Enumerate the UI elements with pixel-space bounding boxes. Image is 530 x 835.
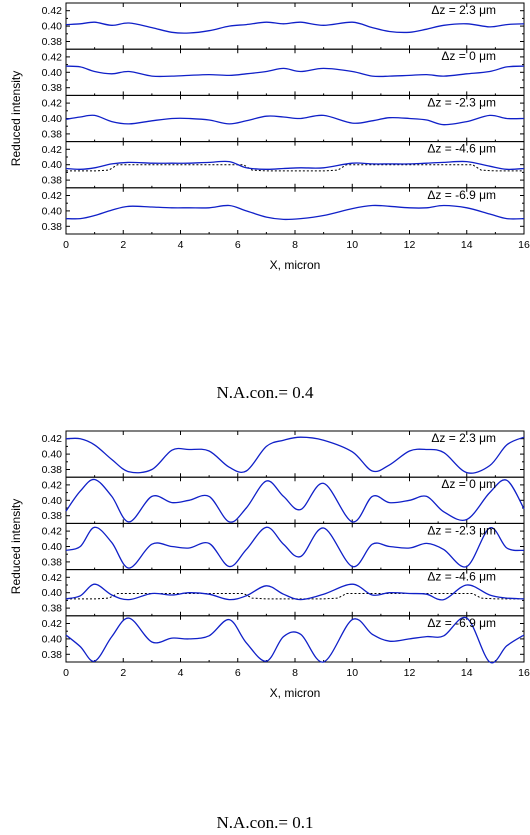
y-tick-label: 0.38 xyxy=(42,603,63,615)
x-tick-label: 12 xyxy=(404,667,416,679)
y-tick-label: 0.42 xyxy=(42,433,63,445)
panel-label: Δz = -4.6 μm xyxy=(427,570,496,584)
series-line xyxy=(65,478,525,523)
x-tick-label: 12 xyxy=(404,239,416,251)
series-line xyxy=(65,204,525,221)
chart-panel: 0.38 0.40 0.42 Δz = -2.3 μm xyxy=(42,522,525,571)
x-tick-label: 4 xyxy=(178,667,184,679)
figure-caption: N.A.con.= 0.4 xyxy=(217,383,314,402)
chart-panel: 0.38 0.40 0.42 Δz = -4.6 μm xyxy=(42,569,525,617)
x-axis-label: X, micron xyxy=(270,686,321,700)
y-tick-label: 0.40 xyxy=(42,495,63,507)
x-tick-label: 14 xyxy=(461,239,473,251)
series-line xyxy=(65,114,525,126)
panel-label: Δz = -4.6 μm xyxy=(427,142,496,156)
y-tick-label: 0.42 xyxy=(42,144,63,156)
x-axis-label: X, micron xyxy=(270,258,321,272)
y-tick-label: 0.38 xyxy=(42,464,63,476)
chart-panel: 0.38 0.40 0.42 Δz = 0 μm xyxy=(42,476,525,524)
reference-dashed-line xyxy=(66,593,524,600)
y-tick-label: 0.40 xyxy=(42,67,63,79)
panel-label: Δz = -6.9 μm xyxy=(427,188,496,202)
series-line xyxy=(65,160,525,171)
y-tick-label: 0.40 xyxy=(42,113,63,125)
panel-label: Δz = 0 μm xyxy=(441,49,496,63)
y-tick-label: 0.42 xyxy=(42,479,63,491)
y-tick-label: 0.42 xyxy=(42,51,63,63)
figure-caption: N.A.con.= 0.1 xyxy=(217,813,314,832)
y-tick-label: 0.42 xyxy=(42,526,63,538)
x-tick-label: 16 xyxy=(518,667,530,679)
chart-panel: 0.38 0.40 0.42 Δz = 2.3 μm xyxy=(42,430,525,478)
series-line xyxy=(65,616,525,664)
x-tick-label: 4 xyxy=(178,239,184,251)
x-tick-label: 8 xyxy=(292,667,298,679)
y-tick-label: 0.40 xyxy=(42,21,63,33)
y-tick-label: 0.38 xyxy=(42,82,63,94)
series-line xyxy=(65,65,525,78)
panel-label: Δz = -2.3 μm xyxy=(427,523,496,537)
panel-label: Δz = -2.3 μm xyxy=(427,95,496,109)
y-axis-label: Reduced intensity xyxy=(9,499,23,594)
chart-panel: 0.38 0.40 0.42 Δz = 2.3 μm xyxy=(42,2,525,50)
y-tick-label: 0.42 xyxy=(42,5,63,17)
x-tick-label: 0 xyxy=(63,239,69,251)
y-tick-label: 0.42 xyxy=(42,618,63,630)
x-tick-label: 14 xyxy=(461,667,473,679)
chart-0: 0.38 0.40 0.42 Δz = 2.3 μm 0.38 0.40 0.42 Δz = … xyxy=(9,2,530,402)
chart-panel: 0.38 0.40 0.42 Δz = -2.3 μm xyxy=(42,94,525,143)
x-tick-label: 10 xyxy=(346,239,358,251)
x-tick-label: 10 xyxy=(346,667,358,679)
y-tick-label: 0.40 xyxy=(42,587,63,599)
x-tick-label: 2 xyxy=(120,667,126,679)
y-tick-label: 0.42 xyxy=(42,98,63,110)
x-tick-label: 16 xyxy=(518,239,530,251)
y-tick-label: 0.38 xyxy=(42,36,63,48)
reference-dashed-line xyxy=(66,164,524,172)
series-line xyxy=(65,526,525,569)
y-tick-label: 0.40 xyxy=(42,159,63,171)
chart-panel: 0.38 0.40 0.42 Δz = -4.6 μm xyxy=(42,141,525,189)
chart-panel: 0.38 0.40 0.42 Δz = -6.9 μm xyxy=(42,187,525,235)
chart-panel: 0.38 0.40 0.42 Δz = 0 μm xyxy=(42,48,525,96)
x-tick-label: 6 xyxy=(235,667,241,679)
y-tick-label: 0.38 xyxy=(42,649,63,661)
x-tick-label: 0 xyxy=(63,667,69,679)
y-tick-label: 0.38 xyxy=(42,175,63,187)
x-tick-label: 2 xyxy=(120,239,126,251)
x-tick-label: 8 xyxy=(292,239,298,251)
panel-label: Δz = 2.3 μm xyxy=(431,431,496,445)
y-tick-label: 0.38 xyxy=(42,221,63,233)
y-tick-label: 0.38 xyxy=(42,556,63,568)
series-line xyxy=(65,436,525,474)
panel-label: Δz = 0 μm xyxy=(441,477,496,491)
y-tick-label: 0.42 xyxy=(42,190,63,202)
x-tick-label: 6 xyxy=(235,239,241,251)
chart-1: 0.38 0.40 0.42 Δz = 2.3 μm 0.38 0.40 0.42 Δz = … xyxy=(9,430,530,832)
y-tick-label: 0.40 xyxy=(42,541,63,553)
chart-panel: 0.38 0.40 0.42 Δz = -6.9 μm xyxy=(42,615,525,664)
panel-label: Δz = 2.3 μm xyxy=(431,3,496,17)
y-tick-label: 0.38 xyxy=(42,128,63,140)
y-tick-label: 0.40 xyxy=(42,633,63,645)
y-tick-label: 0.40 xyxy=(42,449,63,461)
y-tick-label: 0.40 xyxy=(42,205,63,217)
y-tick-label: 0.42 xyxy=(42,572,63,584)
y-axis-label: Reduced intensity xyxy=(9,71,23,166)
y-tick-label: 0.38 xyxy=(42,510,63,522)
panel-label: Δz = -6.9 μm xyxy=(427,616,496,630)
series-line xyxy=(65,21,525,34)
series-line xyxy=(65,583,525,601)
